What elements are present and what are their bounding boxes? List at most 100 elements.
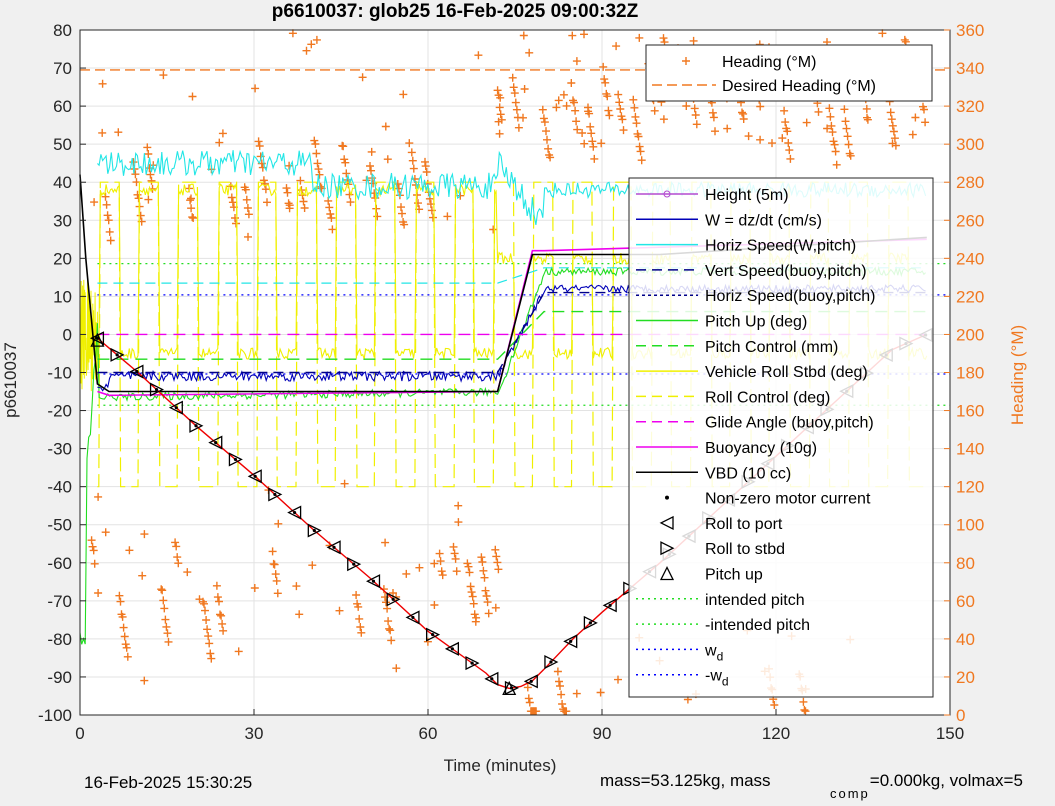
heading-point: [814, 107, 823, 116]
heading-point: [443, 212, 452, 221]
heading-point: [241, 185, 250, 194]
heading-point: [491, 603, 500, 612]
heading-point: [495, 129, 504, 138]
heading-point: [601, 78, 610, 87]
heading-point: [234, 647, 243, 656]
y-tick-label: 10: [53, 287, 72, 306]
legend-label-sub: d: [717, 649, 724, 663]
heading-point: [125, 546, 134, 555]
heading-point: [878, 29, 887, 38]
legend-label: Roll to stbd: [705, 541, 785, 558]
legend-label: W = dz/dt (cm/s): [705, 212, 822, 229]
heading-point: [387, 636, 396, 645]
heading-point: [830, 140, 839, 149]
heading-point: [572, 117, 581, 126]
heading-point: [435, 549, 444, 558]
heading-point: [157, 585, 166, 594]
heading-point: [572, 689, 581, 698]
heading-point: [231, 214, 239, 222]
heading-point: [367, 166, 375, 175]
roll-stbd-marker: [583, 615, 598, 630]
heading-point: [559, 90, 568, 99]
heading-point: [397, 203, 405, 212]
y2-tick-label: 320: [956, 97, 984, 116]
motor-current-dot: [529, 679, 533, 683]
vbd-line: [79, 174, 927, 393]
heading-point: [784, 139, 793, 147]
heading-point: [213, 593, 222, 602]
heading-point: [567, 79, 576, 87]
heading-point: [312, 149, 321, 158]
legend-label: Horiz Speed(W,pitch): [705, 238, 856, 255]
heading-point: [634, 132, 643, 141]
heading-point: [605, 111, 614, 120]
legend-label: Glide Angle (buoy,pitch): [705, 415, 874, 432]
heading-point: [523, 683, 532, 692]
legend-label: Roll to port: [705, 516, 783, 533]
heading-point: [691, 111, 700, 119]
heading-point: [398, 209, 406, 218]
footer-mass-text: mass=53.125kg, mass: [600, 771, 771, 790]
heading-point: [597, 139, 606, 148]
heading-point: [889, 127, 898, 136]
heading-point: [612, 42, 621, 51]
roll-stbd-marker: [189, 418, 204, 433]
legend-swatch: [660, 541, 675, 556]
x-tick-label: 60: [419, 724, 438, 743]
heading-point: [405, 139, 414, 148]
heading-point: [831, 147, 840, 156]
heading-point: [630, 103, 639, 112]
legend-label: Pitch up: [705, 567, 763, 584]
heading-series: [87, 29, 930, 716]
heading-point: [147, 176, 156, 185]
heading-point: [118, 612, 127, 621]
heading-point: [825, 104, 834, 113]
heading-point: [454, 501, 463, 510]
heading-point: [250, 584, 259, 592]
heading-point: [590, 154, 599, 163]
heading-point: [94, 492, 103, 501]
main-legend-box: [628, 177, 934, 698]
heading-point: [738, 108, 746, 117]
heading-point: [450, 549, 459, 558]
heading-point: [273, 589, 282, 598]
y-axis-ticks: 80 70 60 50 40 30 20 10 0 -10 -20 -30 -40 -50 -60 -70 -8…: [38, 21, 86, 725]
x-tick-label: 90: [593, 724, 612, 743]
heading-point: [408, 156, 417, 165]
roll-stbd-marker: [110, 347, 125, 362]
heading-point: [468, 592, 477, 601]
heading-point: [454, 518, 463, 527]
heading-point: [288, 29, 297, 38]
heading-point: [282, 184, 291, 193]
heading-point: [846, 151, 855, 160]
motor-current-dot: [391, 597, 395, 601]
heading-point: [206, 649, 215, 658]
motor-current-dot: [490, 677, 494, 681]
heading-point: [571, 106, 580, 115]
y2-tick-label: 300: [956, 135, 984, 154]
heading-point: [525, 48, 534, 57]
heading-point: [146, 170, 155, 179]
heading-point: [635, 33, 644, 42]
heading-point: [890, 134, 899, 143]
heading-point: [842, 124, 851, 133]
heading-point: [121, 640, 130, 649]
heading-point: [586, 122, 595, 131]
heading-point: [335, 606, 344, 615]
heading-point: [270, 560, 279, 569]
heading-point: [636, 147, 645, 156]
heading-point: [709, 113, 718, 122]
roll-stbd-marker: [307, 523, 322, 538]
heading-point: [744, 132, 753, 141]
legend-swatch: [665, 495, 669, 500]
heading-point: [768, 139, 776, 148]
motor-current-dot: [312, 528, 316, 533]
heading-point: [844, 140, 853, 149]
y-tick-label: -80: [47, 630, 72, 649]
heading-point: [659, 115, 668, 124]
heading-point: [251, 84, 260, 93]
heading-point: [402, 569, 411, 578]
heading-point: [123, 652, 132, 661]
heading-point: [467, 588, 476, 597]
heading-legend-box: [645, 44, 933, 102]
